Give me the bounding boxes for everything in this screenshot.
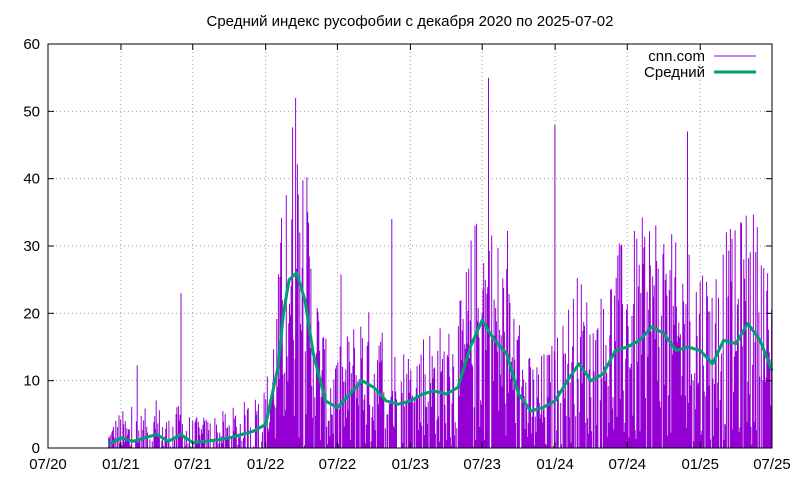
x-tick-label: 01/25 bbox=[681, 456, 719, 473]
x-tick-label: 01/24 bbox=[536, 456, 574, 473]
y-tick-label: 0 bbox=[32, 440, 40, 457]
y-tick-label: 60 bbox=[23, 36, 40, 53]
chart-title: Средний индекс русофобии с декабря 2020 … bbox=[207, 13, 614, 30]
average-series-line bbox=[107, 271, 774, 446]
legend-label-cnn: cnn.com bbox=[648, 48, 705, 65]
legend-label-average: Средний bbox=[644, 64, 705, 81]
y-tick-label: 10 bbox=[23, 373, 40, 390]
x-tick-label: 07/22 bbox=[319, 456, 357, 473]
x-tick-label: 07/25 bbox=[753, 456, 791, 473]
legend: cnn.com Средний bbox=[644, 48, 756, 81]
x-tick-label: 07/20 bbox=[29, 456, 67, 473]
x-tick-label: 01/22 bbox=[247, 456, 285, 473]
x-tick-label: 01/23 bbox=[392, 456, 430, 473]
y-tick-label: 30 bbox=[23, 238, 40, 255]
y-tick-label: 50 bbox=[23, 103, 40, 120]
x-tick-label: 07/21 bbox=[174, 456, 212, 473]
y-tick-label: 40 bbox=[23, 171, 40, 188]
x-tick-label: 07/24 bbox=[609, 456, 647, 473]
y-tick-label: 20 bbox=[23, 305, 40, 322]
x-axis: 07/20 01/21 07/21 01/22 07/22 01/23 07/23 01/24… bbox=[29, 44, 791, 473]
x-tick-label: 07/23 bbox=[463, 456, 501, 473]
x-tick-label: 01/21 bbox=[102, 456, 140, 473]
y-axis: 0 10 20 30 40 50 60 bbox=[23, 36, 772, 457]
